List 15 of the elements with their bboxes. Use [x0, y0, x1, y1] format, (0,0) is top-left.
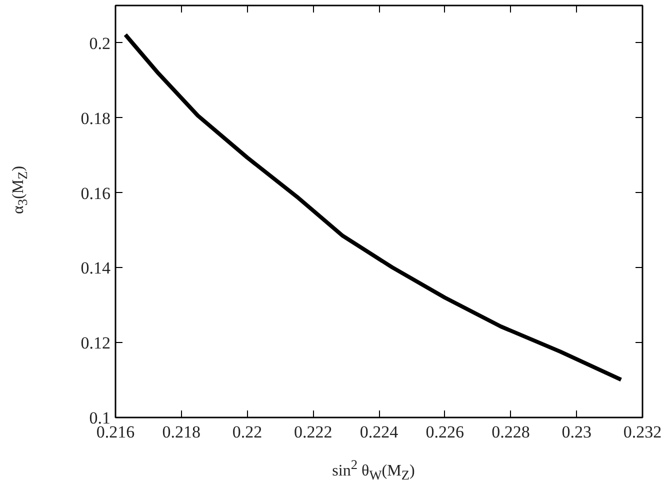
x-tick-label: 0.232: [623, 422, 662, 442]
x-tick-label: 0.224: [360, 422, 399, 442]
x-tick-label: 0.222: [294, 422, 332, 442]
y-tick-label: 0.2: [89, 34, 110, 53]
y-tick-label: 0.18: [80, 108, 110, 128]
x-tick-label: 0.218: [162, 422, 200, 442]
y-tick-label: 0.12: [80, 334, 110, 353]
x-tick-label: 0.226: [426, 422, 464, 442]
y-tick-label: 0.14: [80, 258, 111, 278]
line-series: [123, 32, 624, 382]
y-tick-label: 0.16: [80, 184, 110, 203]
x-tick-label: 0.228: [492, 422, 530, 442]
x-tick-label: 0.23: [562, 422, 592, 442]
x-tick-label: 0.22: [232, 422, 262, 442]
x-axis-title: sin$^{2}$ θ$_{W}$(M$_{Z}$): [331, 456, 416, 484]
